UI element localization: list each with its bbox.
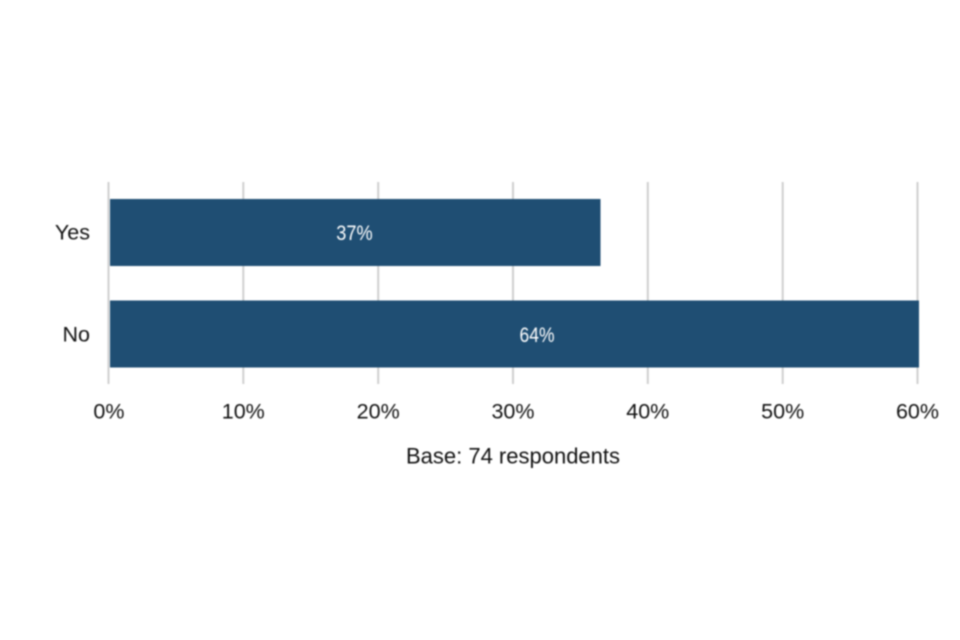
svg-text:40%: 40% [626,400,669,424]
svg-text:64%: 64% [520,324,555,347]
svg-text:30%: 30% [491,400,534,424]
svg-text:20%: 20% [357,400,400,424]
svg-text:50%: 50% [761,400,804,424]
svg-text:0%: 0% [93,400,124,424]
svg-text:Yes: Yes [55,221,90,245]
svg-text:No: No [63,322,91,346]
svg-text:60%: 60% [896,400,939,424]
svg-text:37%: 37% [336,222,372,245]
svg-text:Base: 74 respondents: Base: 74 respondents [406,444,620,469]
svg-text:10%: 10% [222,400,265,424]
